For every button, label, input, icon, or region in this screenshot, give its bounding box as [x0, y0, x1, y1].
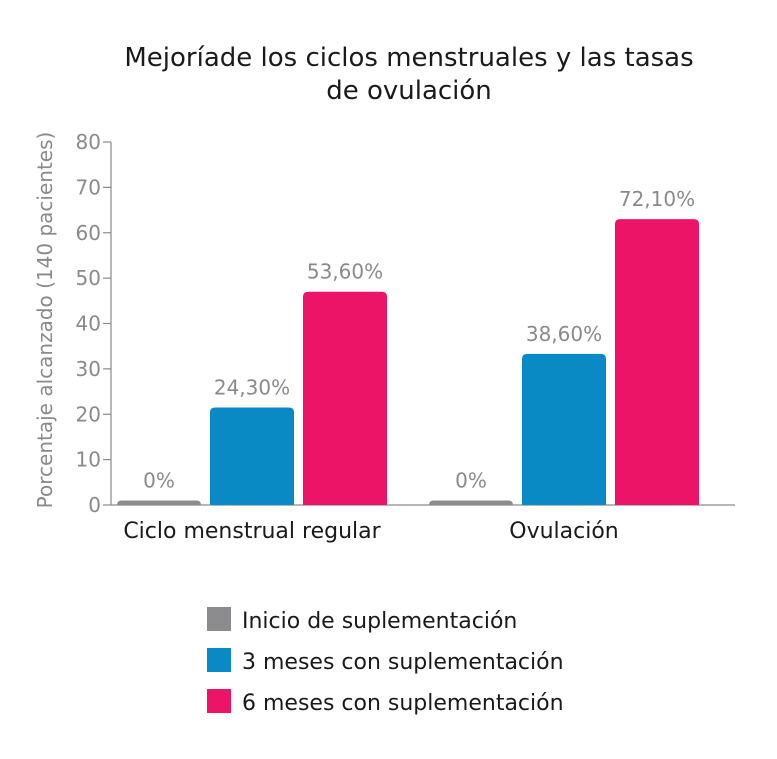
legend-swatch-3	[207, 689, 231, 713]
bar-2-1	[429, 500, 513, 505]
category-label: Ovulación	[509, 519, 618, 544]
y-tick-label: 70	[76, 175, 101, 199]
data-label-2-1: 0%	[455, 468, 487, 492]
y-tick-label: 40	[76, 312, 101, 336]
data-label-1-2: 24,30%	[214, 375, 290, 399]
legend-label-3: 6 meses con suplementación	[242, 691, 564, 716]
category-label: Ciclo menstrual regular	[123, 519, 381, 544]
bar-1-1	[117, 500, 201, 505]
bar-1-2	[210, 407, 294, 505]
plot-area: 0 10 20 30 40 50 60 70 80 0% 24,30% 53,60% Ciclo men…	[76, 130, 735, 544]
bar-2-3	[615, 219, 699, 505]
chart-title-line-2: de ovulación	[326, 76, 492, 106]
data-label-2-2: 38,60%	[526, 322, 602, 346]
legend-swatch-1	[207, 607, 231, 631]
data-label-2-3: 72,10%	[619, 187, 695, 211]
legend: Inicio de suplementación 3 meses con supl…	[207, 607, 564, 716]
bar-1-3	[303, 291, 387, 505]
bar-2-2	[522, 353, 606, 505]
chart-title-line-1: Mejoríade los ciclos menstruales y las t…	[124, 43, 693, 73]
y-tick-label: 0	[88, 493, 101, 517]
y-tick-label: 10	[76, 448, 101, 472]
legend-label-2: 3 meses con suplementación	[242, 650, 564, 675]
data-label-1-3: 53,60%	[307, 260, 383, 284]
y-axis-label: Porcentaje alcanzado (140 pacientes)	[33, 132, 57, 509]
y-tick-label: 50	[76, 266, 101, 290]
legend-label-1: Inicio de suplementación	[242, 609, 517, 634]
legend-swatch-2	[207, 648, 231, 672]
y-tick-label: 60	[76, 221, 101, 245]
y-tick-label: 20	[76, 402, 101, 426]
y-tick-label: 80	[76, 130, 101, 154]
data-label-1-1: 0%	[143, 468, 175, 492]
y-tick-label: 30	[76, 357, 101, 381]
